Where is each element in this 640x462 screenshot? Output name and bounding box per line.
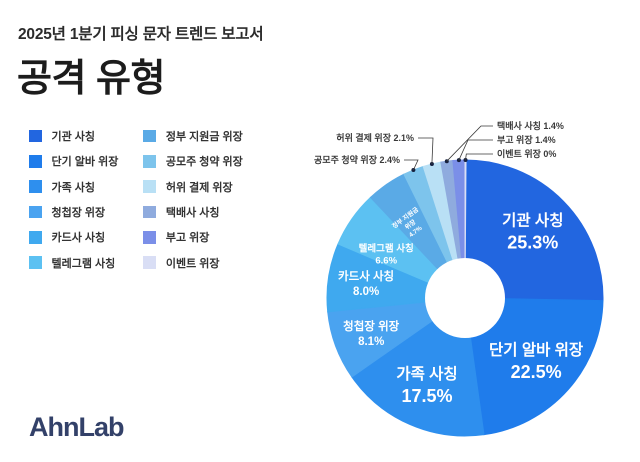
svg-text:22.5%: 22.5% xyxy=(511,362,562,382)
svg-text:공모주 청약 위장 2.4%: 공모주 청약 위장 2.4% xyxy=(314,154,400,165)
svg-text:허위 결제 위장 2.1%: 허위 결제 위장 2.1% xyxy=(336,132,414,143)
svg-text:기관 사칭: 기관 사칭 xyxy=(502,211,563,230)
svg-text:25.3%: 25.3% xyxy=(507,233,558,253)
svg-text:카드사 사칭: 카드사 사칭 xyxy=(338,269,394,283)
svg-text:8.1%: 8.1% xyxy=(358,336,384,348)
svg-text:8.0%: 8.0% xyxy=(353,286,379,298)
svg-text:가족 사칭: 가족 사칭 xyxy=(396,364,457,383)
svg-text:17.5%: 17.5% xyxy=(401,386,452,406)
svg-text:6.6%: 6.6% xyxy=(375,256,397,267)
svg-text:텔레그램 사칭: 텔레그램 사칭 xyxy=(359,243,414,255)
svg-text:택배사 사칭 1.4%: 택배사 사칭 1.4% xyxy=(497,120,564,131)
svg-text:이벤트 위장 0%: 이벤트 위장 0% xyxy=(497,148,556,159)
svg-text:부고 위장 1.4%: 부고 위장 1.4% xyxy=(497,134,556,145)
svg-text:청첩장 위장: 청첩장 위장 xyxy=(343,319,400,333)
svg-text:단기 알바 위장: 단기 알바 위장 xyxy=(489,341,584,359)
